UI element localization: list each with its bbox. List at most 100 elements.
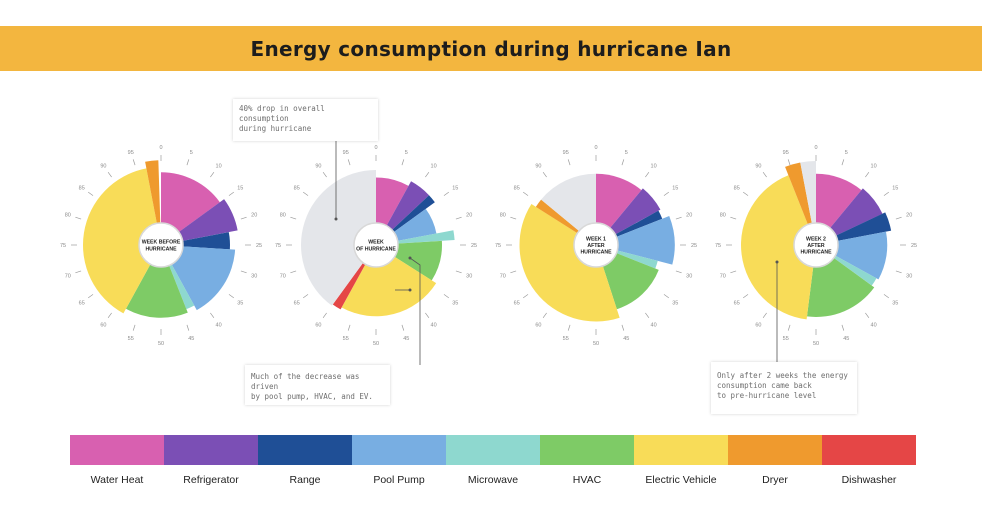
tick-label: 25 (471, 243, 477, 249)
tick-mark (210, 312, 215, 319)
tick-label: 70 (720, 273, 726, 279)
chart-center-label: HURRICANE (145, 246, 177, 252)
tick-label: 75 (60, 243, 66, 249)
tick-label: 25 (256, 243, 262, 249)
tick-mark (542, 312, 547, 319)
tick-mark (663, 191, 670, 196)
chart-center-label: HURRICANE (800, 250, 832, 256)
tick-mark (75, 270, 82, 274)
tick-mark (730, 270, 737, 274)
tick-label: 0 (594, 145, 597, 151)
annotation-recovery: Only after 2 weeks the energy consumptio… (711, 362, 857, 414)
legend-label-microwave: Microwave (467, 474, 519, 486)
tick-mark (663, 294, 670, 299)
tick-label: 10 (871, 164, 877, 170)
polar-chart-2: 0 5 10 15 20 25 30 35 40 45 50 55 60 65 70 75 80 85 90 95 WE… (275, 145, 477, 347)
tick-label: 0 (814, 145, 817, 151)
tick-label: 40 (431, 322, 437, 328)
chart-hub (138, 222, 184, 268)
tick-mark (675, 270, 682, 274)
tick-label: 85 (294, 185, 300, 191)
tick-mark (401, 159, 405, 166)
tick-mark (443, 294, 450, 299)
legend-swatch-dishwasher (822, 435, 916, 465)
legend-swatch-range (258, 435, 352, 465)
tick-mark (762, 312, 767, 319)
tick-mark (322, 312, 327, 319)
tick-label: 25 (691, 243, 697, 249)
tick-mark (567, 159, 571, 166)
tick-label: 65 (734, 301, 740, 307)
legend-label-refrigerator: Refrigerator (183, 474, 239, 486)
tick-mark (522, 294, 529, 299)
tick-label: 75 (495, 243, 501, 249)
tick-mark (742, 294, 749, 299)
tick-label: 5 (405, 150, 408, 156)
tick-label: 45 (403, 336, 409, 342)
tick-label: 45 (843, 336, 849, 342)
chart-center-label: OF HURRICANE (356, 246, 396, 252)
legend-label-range: Range (289, 474, 321, 486)
tick-mark (425, 171, 430, 178)
tick-mark (510, 270, 517, 274)
tick-mark (455, 216, 462, 220)
tick-label: 80 (280, 213, 286, 219)
legend-label-dishwasher: Dishwasher (841, 474, 897, 486)
tick-label: 20 (251, 213, 257, 219)
legend-label-pool-pump: Pool Pump (373, 474, 425, 486)
legend-label-electric-vehicle: Electric Vehicle (645, 474, 717, 486)
leader-decrease-ev-dot (408, 288, 412, 292)
segment-electric-vehicle (82, 168, 161, 314)
tick-label: 15 (452, 185, 458, 191)
tick-label: 10 (431, 164, 437, 170)
tick-label: 35 (672, 301, 678, 307)
chart-center-label: WEEK 1 (586, 236, 606, 242)
tick-label: 0 (374, 145, 377, 151)
segment-empty (300, 170, 376, 306)
tick-label: 75 (275, 243, 281, 249)
tick-mark (75, 216, 82, 220)
legend-swatch-water-heat (70, 435, 164, 465)
segment-water-heat (161, 172, 220, 245)
polar-chart-3: 0 5 10 15 20 25 30 35 40 45 50 55 60 65 70 75 80 85 90 95 WE… (495, 145, 697, 347)
title-bar: Energy consumption during hurricane Ian (0, 26, 982, 71)
chart-center-label: HURRICANE (580, 250, 612, 256)
tick-mark (865, 171, 870, 178)
tick-mark (132, 324, 136, 331)
chart-center-label: AFTER (587, 243, 605, 249)
tick-mark (841, 159, 845, 166)
tick-mark (290, 270, 297, 274)
tick-mark (621, 159, 625, 166)
tick-mark (186, 324, 190, 331)
segment-hvac (125, 245, 188, 318)
leader-recovery-dot (775, 260, 779, 264)
legend-labels: Water Heat Refrigerator Range Pool Pump Micr… (70, 474, 916, 490)
tick-label: 5 (625, 150, 628, 156)
tick-mark (645, 171, 650, 178)
tick-label: 80 (65, 213, 71, 219)
tick-mark (347, 324, 351, 331)
tick-label: 65 (79, 301, 85, 307)
tick-label: 10 (216, 164, 222, 170)
tick-label: 80 (500, 213, 506, 219)
tick-mark (787, 159, 791, 166)
tick-mark (567, 324, 571, 331)
tick-label: 50 (373, 341, 379, 347)
tick-label: 50 (813, 341, 819, 347)
tick-mark (186, 159, 190, 166)
segment-pool-pump (161, 245, 236, 311)
tick-label: 65 (514, 301, 520, 307)
tick-mark (883, 294, 890, 299)
tick-mark (107, 171, 112, 178)
legend-swatch-dryer (728, 435, 822, 465)
tick-label: 40 (651, 322, 657, 328)
tick-label: 80 (720, 213, 726, 219)
tick-mark (347, 159, 351, 166)
tick-label: 30 (466, 273, 472, 279)
segment-electric-vehicle (741, 175, 816, 320)
chart-center-label: WEEK BEFORE (142, 240, 181, 246)
tick-label: 60 (315, 322, 321, 328)
tick-label: 60 (755, 322, 761, 328)
tick-label: 55 (783, 336, 789, 342)
tick-label: 35 (237, 301, 243, 307)
